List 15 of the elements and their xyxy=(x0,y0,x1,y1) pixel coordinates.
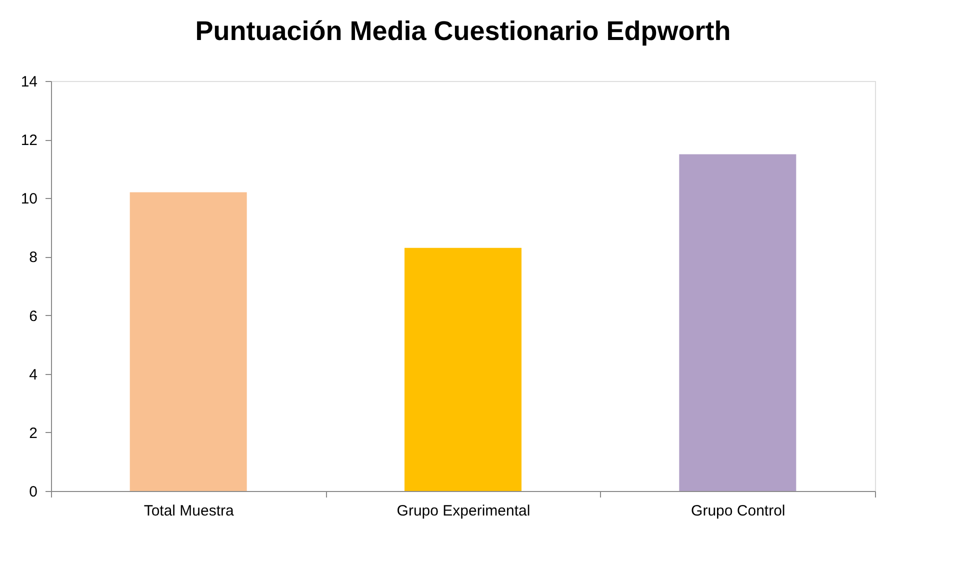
y-tick-label: 6 xyxy=(29,308,38,325)
y-tick-label: 10 xyxy=(20,190,38,208)
y-tick-label: 14 xyxy=(20,74,38,90)
bar xyxy=(679,154,796,491)
bar xyxy=(130,192,247,491)
y-tick-label: 0 xyxy=(29,484,38,500)
chart-title: Puntuación Media Cuestionario Edpworth xyxy=(195,16,731,46)
y-tick-label: 4 xyxy=(29,366,38,384)
x-tick-label: Total Muestra xyxy=(144,502,235,520)
bar xyxy=(404,248,522,491)
y-tick-label: 8 xyxy=(29,249,38,266)
y-tick-label: 2 xyxy=(29,424,38,442)
x-tick-label: Grupo Experimental xyxy=(396,502,530,520)
y-tick-label: 12 xyxy=(20,132,38,150)
x-tick-label: Grupo Control xyxy=(691,502,786,520)
